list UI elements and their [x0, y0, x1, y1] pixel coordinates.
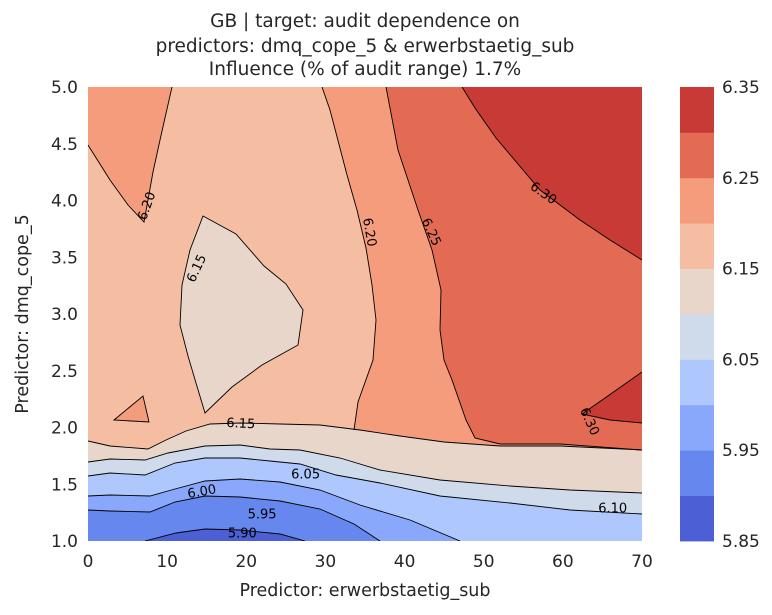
chart-title-line-2: predictors: dmq_cope_5 & erwerbstaetig_s…: [156, 36, 575, 57]
y-tick-label: 3.5: [51, 248, 78, 268]
y-tick-label: 5.0: [51, 78, 78, 98]
y-tick-label: 3.0: [51, 305, 78, 325]
x-tick-label: 50: [473, 552, 495, 572]
colorbar-segment: [680, 268, 714, 315]
colorbar-segment: [680, 223, 714, 269]
contour-label: 5.95: [248, 507, 277, 522]
iso-line-6.10: [88, 444, 642, 494]
x-tick-label: 30: [315, 552, 337, 572]
colorbar-segment: [680, 314, 714, 360]
iso-line-6.15-island: [179, 215, 304, 414]
contour-label: 6.00: [186, 482, 217, 502]
contour-label: 6.15: [226, 416, 256, 432]
band-6.30-6.35-bottom-right: [582, 372, 642, 423]
iso-line-6.20-right: [321, 87, 377, 431]
colorbar: [680, 87, 714, 542]
colorbar-segment: [680, 450, 714, 496]
iso-line-5.90: [144, 528, 306, 541]
y-axis-title: Predictor: dmq_cope_5: [13, 214, 33, 413]
chart-title-line-3: Influence (% of audit range) 1.7%: [209, 59, 521, 80]
iso-line-5.95: [88, 495, 381, 541]
colorbar-tick-label: 6.35: [722, 78, 760, 98]
colorbar-segment: [680, 177, 714, 224]
colorbar-segment: [680, 87, 714, 133]
x-tick-label: 10: [156, 552, 178, 572]
band-6.20-6.25-top-left: [88, 87, 172, 222]
band-5.90-5.95: [88, 496, 380, 541]
iso-line-6.00: [88, 478, 461, 541]
iso-line-6.30-bottom: [580, 371, 642, 424]
iso-line-6.25: [385, 87, 642, 451]
colorbar-ticks: 5.85 5.95 6.05 6.15 6.25 6.35: [722, 78, 760, 552]
x-tick-label: 60: [552, 552, 574, 572]
x-tick-label: 20: [235, 552, 257, 572]
y-tick-label: 2.5: [51, 362, 78, 382]
y-tick-label: 4.0: [51, 192, 78, 212]
colorbar-segment: [680, 359, 714, 406]
iso-line-6.20-small-bump: [112, 395, 150, 423]
colorbar-tick-label: 5.85: [722, 532, 760, 552]
contour-label: 6.20: [359, 217, 379, 248]
contour-label: 6.10: [598, 502, 627, 517]
contour-plot-area: 6.206.156.20 6.256.306.306.156.056.005.95…: [88, 87, 642, 542]
x-tick-label: 70: [631, 552, 653, 572]
y-axis-ticks: 1.0 1.5 2.0 2.5 3.0 3.5 4.0 4.5 5.0: [51, 78, 78, 552]
x-tick-label: 0: [83, 552, 94, 572]
x-axis-ticks: 0 10 20 30 40 50 60 70: [83, 552, 653, 572]
band-6.10-6.15-island: [180, 216, 303, 413]
iso-line-6.20-top-left: [88, 87, 173, 223]
iso-line-6.05: [88, 457, 642, 515]
y-tick-label: 1.5: [51, 475, 78, 495]
colorbar-tick-label: 6.25: [722, 169, 760, 189]
colorbar-segment: [680, 495, 714, 542]
x-tick-label: 40: [394, 552, 416, 572]
colorbar-tick-label: 6.05: [722, 350, 760, 370]
colorbar-segment: [680, 404, 714, 451]
iso-line-6.15-bottom: [88, 422, 642, 451]
chart-title-line-1: GB | target: audit dependence on: [210, 11, 520, 32]
iso-line-6.30-top: [461, 87, 642, 261]
colorbar-tick-label: 5.95: [722, 441, 760, 461]
colorbar-segment: [680, 132, 714, 179]
contour-label: 5.90: [228, 527, 257, 542]
band-6.30-6.35-top-right: [462, 87, 642, 260]
band-6.20-6.25-small-bump: [114, 396, 149, 422]
x-axis-title: Predictor: erwerbstaetig_sub: [239, 581, 490, 601]
contour-label: 6.05: [291, 468, 320, 483]
y-tick-label: 2.0: [51, 419, 78, 439]
colorbar-tick-label: 6.15: [722, 260, 760, 280]
y-tick-label: 1.0: [51, 532, 78, 552]
y-tick-label: 4.5: [51, 135, 78, 155]
